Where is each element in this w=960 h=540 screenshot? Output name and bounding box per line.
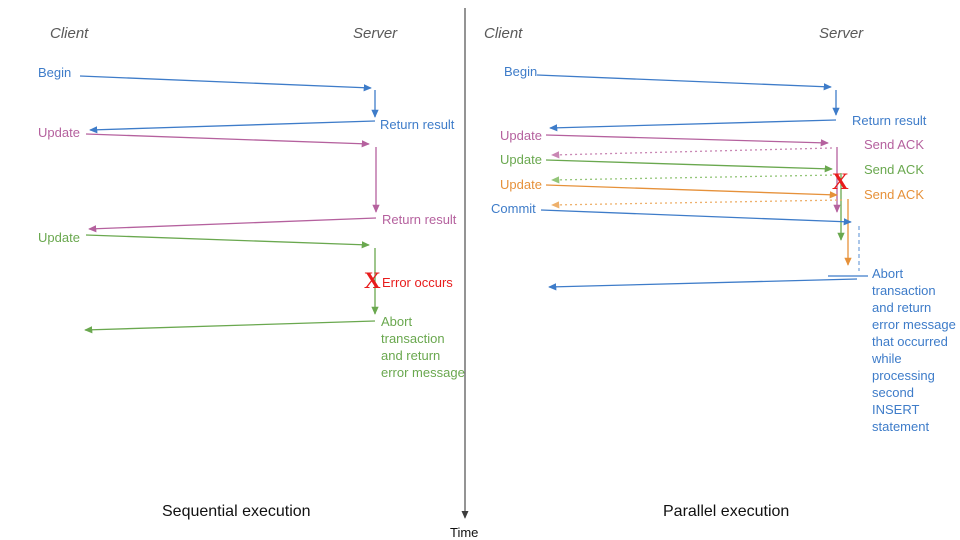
seq-update-2-request-arrow [85,234,370,249]
seq-abort-return-arrow [84,320,376,334]
parallel-execution-caption: Parallel execution [663,503,790,520]
left-server-header: Server [353,25,398,42]
par-update-1-label: Update [500,128,542,143]
par-send-ack-1-dotted-arrow [551,147,833,159]
right-server-header: Server [819,25,864,42]
seq-begin-label: Begin [38,65,72,80]
seq-return-result-1-label: Return result [380,117,455,132]
par-abort-message-label: Abort transaction and return error messa… [872,266,956,434]
par-send-ack-2-label: Send ACK [864,162,924,177]
seq-update-1-request-arrow [85,133,370,148]
par-begin-label: Begin [504,64,538,79]
sequential-execution-caption: Sequential execution [162,503,311,520]
par-error-x-mark: X [832,169,849,194]
par-send-ack-2-dotted-arrow [551,174,838,184]
par-return-result-arrow [549,119,837,132]
par-send-ack-3-label: Send ACK [864,187,924,202]
seq-return-result-2-arrow [88,217,377,233]
par-update-2-label: Update [500,152,542,167]
par-commit-label: Commit [491,201,536,216]
seq-return-result-1-arrow [89,120,376,134]
right-client-header: Client [484,25,523,42]
par-commit-request-arrow [540,209,852,226]
par-send-ack-1-label: Send ACK [864,137,924,152]
par-update-3-label: Update [500,177,542,192]
seq-begin-request-arrow [79,75,372,92]
par-begin-request-arrow [536,74,832,91]
time-axis-label: Time [450,525,479,540]
seq-abort-message-label: Abort transaction and return error messa… [381,314,465,380]
par-update-2-request-arrow [545,159,833,173]
par-update-1-request-arrow [545,134,829,147]
par-return-result-label: Return result [852,113,927,128]
seq-update-2-label: Update [38,230,80,245]
seq-return-result-2-label: Return result [382,212,457,227]
seq-error-occurs-label: Error occurs [382,275,453,290]
seq-update-1-label: Update [38,125,80,140]
left-client-header: Client [50,25,89,42]
par-send-ack-3-dotted-arrow [551,199,843,209]
par-abort-return-arrow [548,278,858,291]
par-update-3-request-arrow [545,184,838,199]
seq-error-x-mark: X [364,268,381,293]
